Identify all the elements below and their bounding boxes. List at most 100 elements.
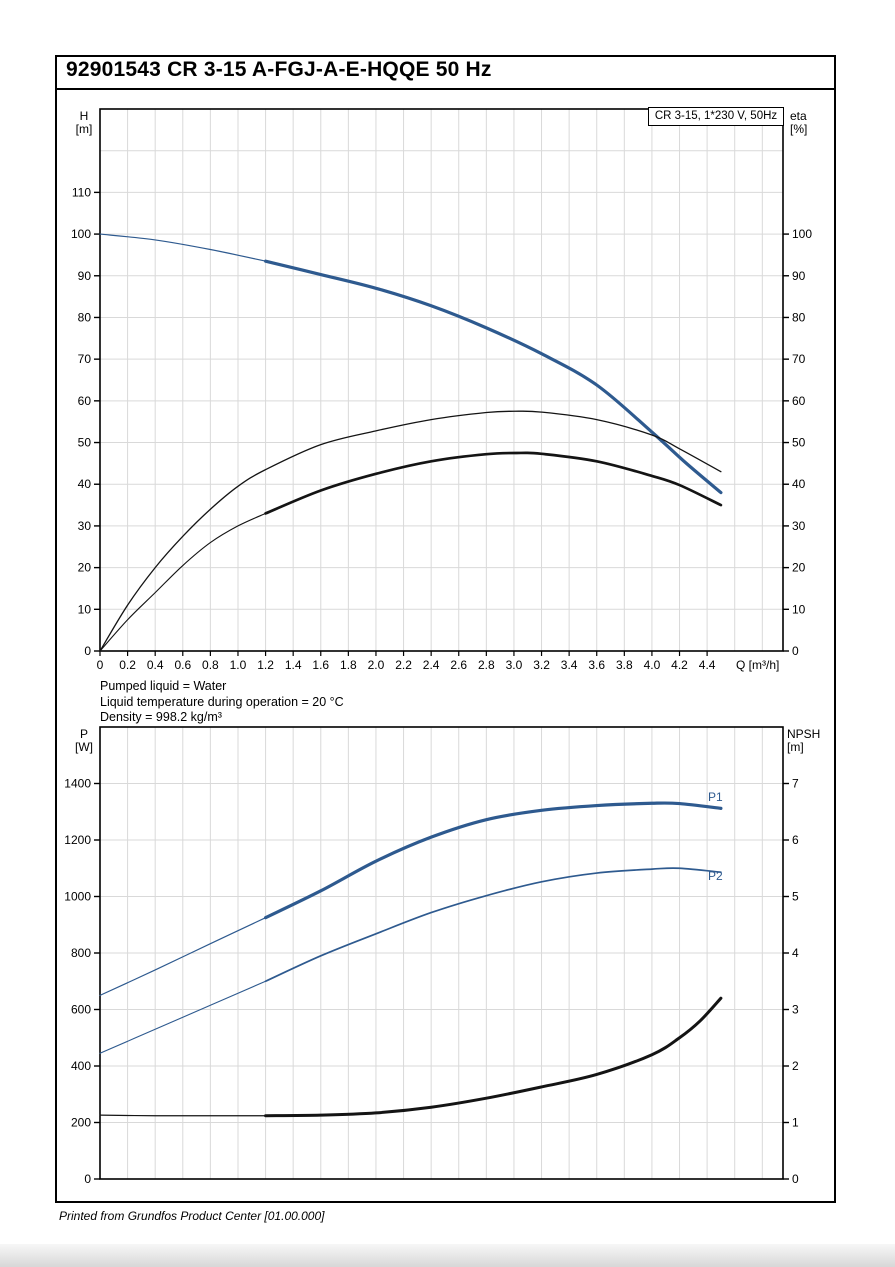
right-axis-tick-label: 5	[792, 890, 799, 904]
left-axis-tick-label: 80	[78, 310, 92, 324]
x-axis-tick-label: 4.2	[671, 658, 688, 672]
q-axis-unit-label: Q [m³/h]	[736, 658, 780, 672]
x-axis-tick-label: 1.2	[257, 658, 274, 672]
left-axis-tick-label: 1400	[64, 777, 91, 791]
p-axis-unit: [W]	[75, 739, 93, 754]
legend-box: CR 3-15, 1*230 V, 50Hz	[648, 107, 784, 126]
x-axis-tick-label: 4.0	[644, 658, 661, 672]
eta-axis-unit-label: eta [%]	[790, 110, 807, 135]
right-axis-tick-label: 7	[792, 777, 799, 791]
left-axis-tick-label: 70	[78, 352, 92, 366]
x-axis-tick-label: 0.8	[202, 658, 219, 672]
plot-frame	[99, 108, 784, 652]
power-npsh-chart: 0 200 400 600 800 1000 1200 1400 0 1 2 3 4 5 6 7 P1 P2	[64, 726, 799, 1186]
page-edge-strip	[0, 1244, 895, 1267]
right-axis-tick-label: 0	[792, 1172, 799, 1186]
left-axis-tick-label: 400	[71, 1059, 91, 1073]
x-axis-tick-label: 2.4	[423, 658, 440, 672]
npsh-axis-unit-label: NPSH [m]	[787, 728, 820, 753]
p-axis-symbol: P	[79, 727, 88, 741]
left-axis-tick-label: 10	[78, 602, 92, 616]
right-axis-tick-label: 80	[792, 310, 806, 324]
x-axis-tick-label: 2.6	[450, 658, 467, 672]
curve-NPSH	[264, 996, 723, 1118]
x-axis-tick-label: 1.6	[312, 658, 329, 672]
x-axis-tick-label: 1.0	[230, 658, 247, 672]
right-axis-tick-label: 1	[792, 1116, 799, 1130]
right-axis-tick-label: 90	[792, 269, 806, 283]
info-line-pumped-liquid: Pumped liquid = Water	[100, 679, 227, 693]
curve-P2	[264, 867, 722, 983]
right-axis-tick-label: 30	[792, 519, 806, 533]
left-axis-tick-label: 0	[84, 1172, 91, 1186]
h-axis-symbol: H	[79, 109, 89, 123]
left-axis-tick-label: 1200	[64, 833, 91, 847]
eta-axis-symbol: eta	[790, 109, 807, 123]
x-axis-tick-label: 3.6	[588, 658, 605, 672]
left-axis-tick-label: 50	[78, 436, 92, 450]
right-axis-tick-label: 70	[792, 352, 806, 366]
right-axis-tick-label: 60	[792, 394, 806, 408]
curve-label-P1: P1	[708, 790, 723, 804]
left-axis-tick-label: 30	[78, 519, 92, 533]
left-axis-tick-label: 40	[78, 477, 92, 491]
left-axis-tick-label: 20	[78, 561, 92, 575]
left-axis-tick-label: 90	[78, 269, 92, 283]
footer-note: Printed from Grundfos Product Center [01…	[59, 1209, 325, 1223]
info-line-temperature: Liquid temperature during operation = 20…	[100, 694, 344, 709]
npsh-axis-symbol: NPSH	[787, 727, 821, 741]
x-axis-tick-label: 3.4	[561, 658, 578, 672]
right-axis-tick-label: 20	[792, 561, 806, 575]
right-axis-tick-label: 100	[792, 227, 812, 241]
page-title: 92901543 CR 3-15 A-FGJ-A-E-HQQE 50 Hz	[66, 58, 492, 81]
x-axis-tick-label: 0	[97, 658, 104, 672]
x-axis-tick-label: 2.2	[395, 658, 412, 672]
left-axis-tick-label: 600	[71, 1003, 91, 1017]
right-axis-tick-label: 6	[792, 833, 799, 847]
x-axis-tick-label: 0.6	[174, 658, 191, 672]
curve-eta-thick	[264, 451, 723, 515]
h-axis-unit-label: H [m]	[70, 110, 98, 135]
right-axis-tick-label: 4	[792, 946, 799, 960]
p-axis-unit-label: P [W]	[70, 728, 98, 753]
curve-H-thin	[99, 233, 267, 262]
x-axis-tick-label: 2.8	[478, 658, 495, 672]
h-axis-unit: [m]	[75, 121, 93, 136]
x-axis-tick-label: 2.0	[368, 658, 385, 672]
left-axis-tick-label: 800	[71, 946, 91, 960]
right-axis-tick-label: 50	[792, 436, 806, 450]
curve-label-P2: P2	[708, 869, 723, 883]
left-axis-tick-label: 100	[71, 227, 91, 241]
npsh-axis-unit: [m]	[787, 739, 804, 754]
curve-eta-thick-thin	[99, 512, 267, 652]
curve-P1	[263, 801, 723, 920]
info-line-density: Density = 998.2 kg/m³	[100, 710, 222, 724]
left-axis-tick-label: 110	[72, 185, 91, 199]
curve-H	[263, 259, 723, 495]
x-axis-tick-label: 0.2	[119, 658, 136, 672]
x-axis-tick-label: 1.4	[285, 658, 302, 672]
qh-efficiency-chart: 0 10 20 30 40 50 60 70 80 90 100 110 0 10 20 30 40 50 60 70…	[71, 108, 812, 672]
right-axis-tick-label: 0	[792, 644, 799, 658]
right-axis-tick-label: 40	[792, 477, 806, 491]
right-axis-tick-label: 2	[792, 1059, 799, 1073]
curve-P1-thin	[99, 917, 267, 996]
x-axis-tick-label: 3.8	[616, 658, 633, 672]
curve-eta-thin	[99, 410, 722, 652]
left-axis-tick-label: 200	[71, 1116, 91, 1130]
x-axis-tick-label: 0.4	[147, 658, 164, 672]
pumped-liquid-info: Pumped liquid = Water Liquid temperature…	[100, 679, 344, 726]
left-axis-tick-label: 60	[78, 394, 92, 408]
x-axis-tick-label: 3.2	[533, 658, 550, 672]
x-axis-tick-label: 1.8	[340, 658, 357, 672]
right-axis-tick-label: 10	[792, 602, 806, 616]
right-axis-tick-label: 3	[792, 1003, 799, 1017]
curve-NPSH-thin	[99, 1114, 267, 1117]
left-axis-tick-label: 0	[84, 644, 91, 658]
curve-P2-thin	[99, 980, 267, 1054]
x-axis-tick-label: 4.4	[699, 658, 716, 672]
x-axis-tick-label: 3.0	[506, 658, 523, 672]
title-underline	[57, 88, 834, 90]
